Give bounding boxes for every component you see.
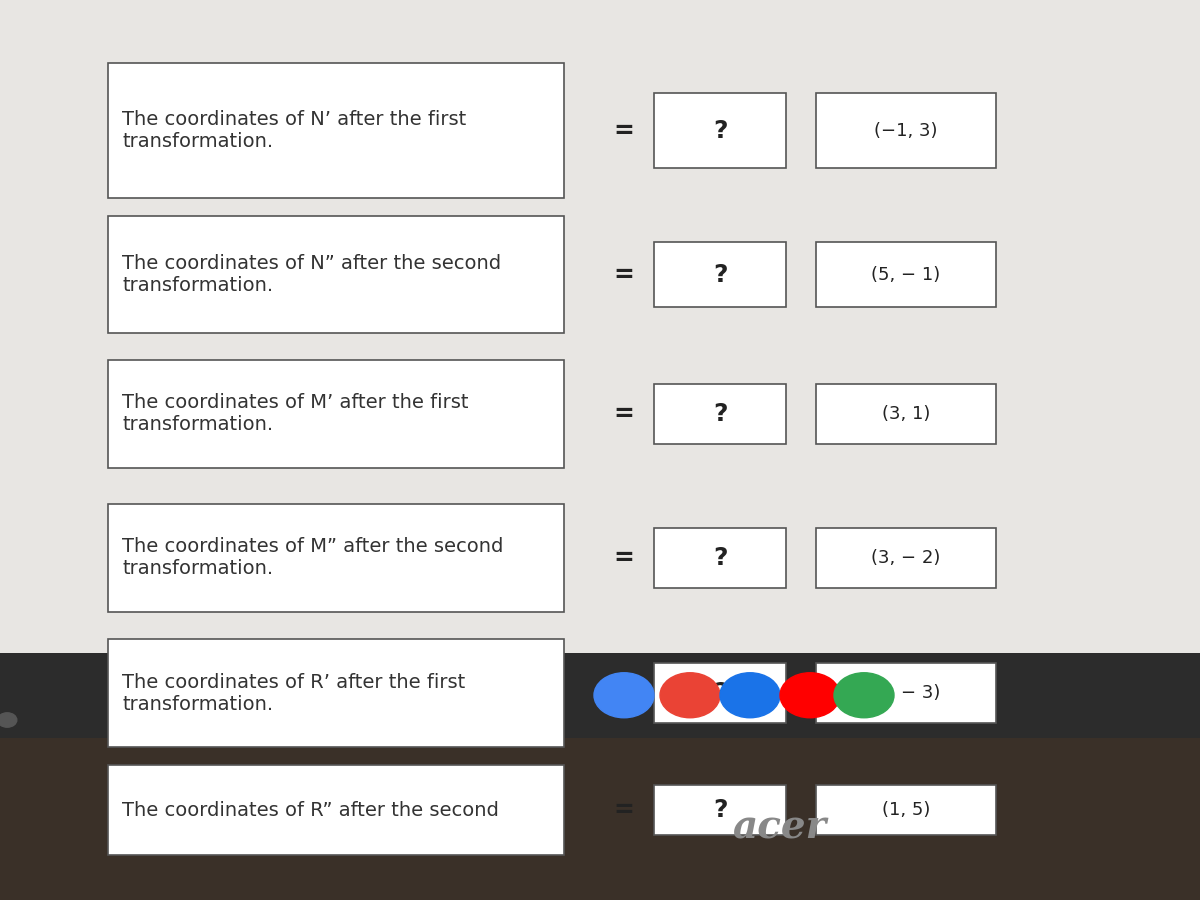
Text: =: = [613, 402, 635, 426]
Text: The coordinates of M” after the second
transformation.: The coordinates of M” after the second t… [122, 537, 504, 579]
Circle shape [780, 673, 840, 718]
FancyBboxPatch shape [816, 242, 996, 307]
FancyBboxPatch shape [654, 242, 786, 307]
Text: The coordinates of R’ after the first
transformation.: The coordinates of R’ after the first tr… [122, 672, 466, 714]
FancyBboxPatch shape [108, 216, 564, 333]
FancyBboxPatch shape [816, 384, 996, 444]
Text: The coordinates of N” after the second
transformation.: The coordinates of N” after the second t… [122, 254, 502, 295]
FancyBboxPatch shape [654, 384, 786, 444]
FancyBboxPatch shape [0, 0, 1200, 652]
FancyBboxPatch shape [654, 94, 786, 167]
Text: ?: ? [713, 119, 727, 142]
Text: =: = [613, 546, 635, 570]
Text: =: = [613, 119, 635, 142]
FancyBboxPatch shape [108, 765, 564, 855]
Text: The coordinates of M’ after the first
transformation.: The coordinates of M’ after the first tr… [122, 393, 469, 435]
Text: =: = [613, 798, 635, 822]
Text: ?: ? [713, 402, 727, 426]
Text: (−1, 3): (−1, 3) [875, 122, 937, 140]
Text: (5, − 1): (5, − 1) [871, 266, 941, 284]
Text: ?: ? [713, 263, 727, 286]
FancyBboxPatch shape [816, 663, 996, 723]
Circle shape [834, 673, 894, 718]
FancyBboxPatch shape [654, 785, 786, 835]
Text: The coordinates of R” after the second: The coordinates of R” after the second [122, 800, 499, 820]
FancyBboxPatch shape [108, 639, 564, 747]
FancyBboxPatch shape [108, 360, 564, 468]
Text: =: = [613, 681, 635, 705]
FancyBboxPatch shape [0, 652, 1200, 738]
FancyBboxPatch shape [816, 528, 996, 588]
FancyBboxPatch shape [654, 663, 786, 723]
Text: The coordinates of N’ after the first
transformation.: The coordinates of N’ after the first tr… [122, 110, 467, 151]
Text: (3, − 2): (3, − 2) [871, 549, 941, 567]
Text: (2, − 3): (2, − 3) [871, 684, 941, 702]
FancyBboxPatch shape [0, 738, 1200, 900]
Text: ?: ? [713, 798, 727, 822]
FancyBboxPatch shape [816, 94, 996, 167]
Text: =: = [613, 263, 635, 286]
Circle shape [594, 673, 654, 718]
Circle shape [720, 673, 780, 718]
FancyBboxPatch shape [654, 528, 786, 588]
Text: (3, 1): (3, 1) [882, 405, 930, 423]
Circle shape [0, 713, 17, 727]
Text: ?: ? [713, 681, 727, 705]
FancyBboxPatch shape [108, 504, 564, 612]
Text: acer: acer [733, 808, 827, 846]
Circle shape [660, 673, 720, 718]
Text: ?: ? [713, 546, 727, 570]
FancyBboxPatch shape [816, 785, 996, 835]
FancyBboxPatch shape [108, 63, 564, 198]
Text: (1, 5): (1, 5) [882, 801, 930, 819]
